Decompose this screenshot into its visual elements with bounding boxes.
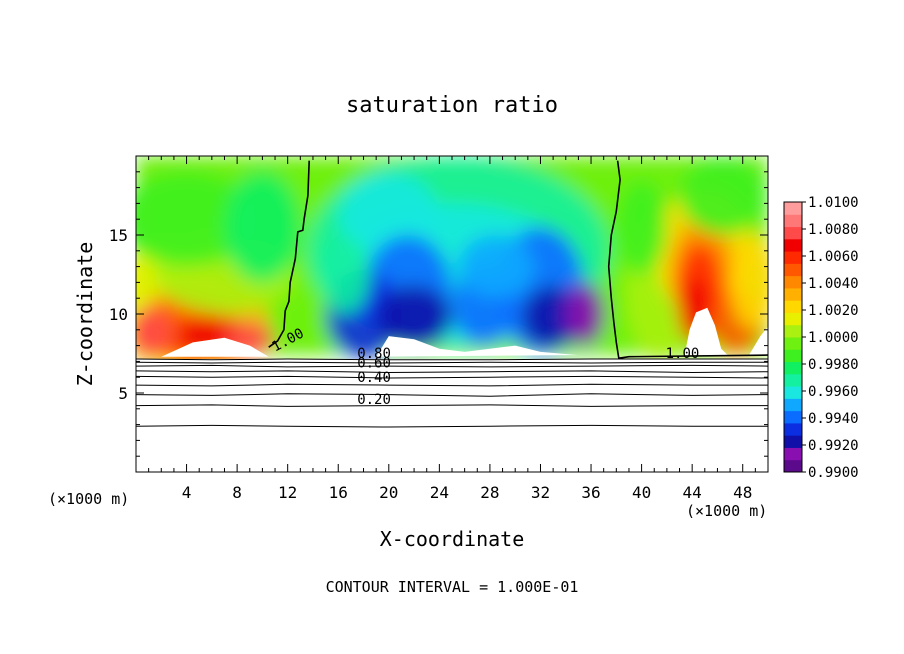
y-axis-label: Z-coordinate [73,242,97,387]
colorbar: 1.0100 1.0080 1.0060 1.0040 1.0020 1.0000 0.99… [783,195,859,481]
plot-area [136,156,768,472]
colorbar-swatch [784,275,802,289]
subsaturated-layer [136,359,768,472]
x-unit-left: (×1000 m) [48,490,129,508]
x-tick-label: 8 [232,483,242,502]
contour-label: 0.80 [357,346,391,362]
colorbar-swatch [784,226,802,240]
colorbar-swatch [784,447,802,461]
colorbar-swatch [784,349,802,363]
chart-title: saturation ratio [346,93,558,118]
x-tick-label: 32 [531,483,550,502]
contour-line [136,383,768,387]
contour-interval-note: CONTOUR INTERVAL = 1.000E-01 [326,578,579,596]
gap-region [684,307,728,356]
field-blob [564,282,605,346]
x-tick-label: 4 [182,483,192,502]
contour-line [136,404,768,407]
colorbar-label: 1.0040 [808,276,859,292]
contour-lines [136,160,768,428]
colorbar-label: 1.0020 [808,303,859,319]
y-tick-label: 10 [109,305,128,324]
field-blob [616,179,667,275]
x-tick-label: 36 [581,483,600,502]
colorbar-swatch [784,361,802,375]
contour-line [268,160,310,348]
contour-line [136,393,768,397]
contour-label: 0.60 [357,356,391,372]
contour-label: 1.00 [666,346,700,362]
y-tick-label: 15 [109,226,128,245]
colorbar-swatch [784,398,802,412]
saturation-field [136,156,768,370]
field-blob [136,171,257,267]
colorbar-label: 0.9940 [808,411,859,427]
field-blob [136,307,169,359]
x-tick-label: 28 [480,483,499,502]
colorbar-swatch [784,251,802,264]
x-axis: 4 8 12 16 20 24 28 32 36 40 44 48 [148,156,756,502]
colorbar-label: 1.0060 [808,249,859,265]
gap-region [161,337,269,357]
x-tick-label: 44 [683,483,702,502]
colorbar-swatch [784,300,802,313]
contour-label: 0.20 [357,392,391,408]
x-tick-label: 20 [379,483,398,502]
gap-region [749,326,768,356]
contour-line [136,424,768,428]
contour-line [136,364,768,368]
y-tick-label: 5 [118,384,128,403]
x-unit-right: (×1000 m) [686,502,767,520]
gap-region [376,336,579,357]
colorbar-swatch [784,263,802,277]
colorbar-label: 1.0000 [808,330,859,346]
x-tick-label: 24 [430,483,449,502]
contour-line [607,160,768,360]
colorbar-label: 0.9960 [808,384,859,400]
x-tick-label: 40 [632,483,651,502]
colorbar-swatch [784,373,802,387]
colorbar-swatch [784,238,802,252]
contour-line [136,375,768,379]
colorbar-swatch [784,337,802,350]
field-blob [458,235,535,299]
colorbar-swatch [784,202,802,215]
colorbar-label: 1.0100 [808,195,859,211]
colorbar-swatch [784,410,802,424]
x-axis-label: X-coordinate [380,527,525,551]
field-blob [376,285,452,349]
colorbar-label: 1.0080 [808,222,859,238]
y-axis: 5 10 15 [109,171,768,457]
colorbar-label: 0.9900 [808,465,859,481]
x-tick-label: 12 [278,483,297,502]
colorbar-label: 0.9920 [808,438,859,454]
contour-line [136,370,768,374]
colorbar-swatch [784,459,802,473]
x-tick-label: 16 [329,483,348,502]
colorbar-swatch [784,287,802,301]
contour-label: 0.40 [357,370,391,386]
field-blob [224,171,301,283]
contour-line [136,361,768,364]
x-tick-label: 48 [733,483,752,502]
field-blob [730,235,768,330]
field-blob [319,235,370,314]
contour-line [136,358,768,361]
colorbar-swatch [784,214,802,228]
field-blob [679,156,768,235]
colorbar-label: 0.9980 [808,357,859,373]
colorbar-swatch [784,312,802,326]
colorbar-swatch [784,435,802,448]
colorbar-swatch [784,386,802,399]
colorbar-swatch [784,422,802,436]
colorbar-swatch [784,324,802,338]
